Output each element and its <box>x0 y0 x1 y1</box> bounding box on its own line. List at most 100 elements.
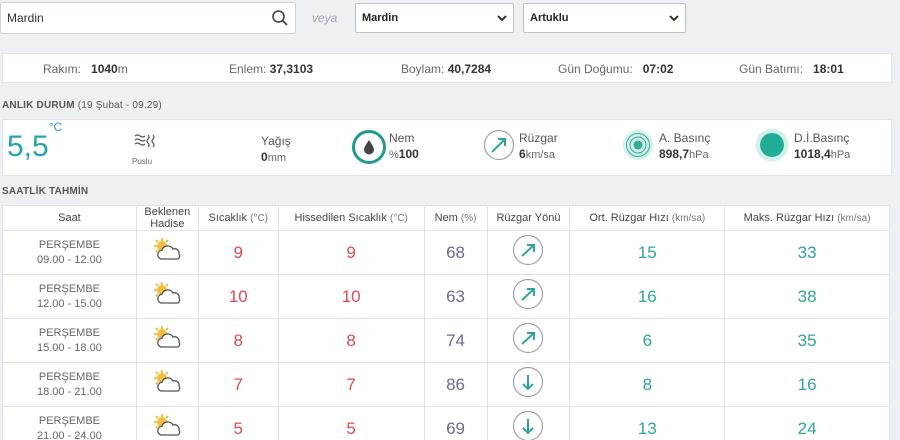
sea-pressure-value: 1018,4hPa <box>794 147 851 161</box>
temp-cell: 9 <box>197 230 279 276</box>
haze-icon <box>134 134 155 148</box>
time-cell: PERŞEMBE 09.00 - 12.00 <box>2 230 137 276</box>
wind-direction-icon <box>513 367 544 398</box>
wind-direction-icon <box>513 279 544 310</box>
search-icon[interactable] <box>265 3 295 33</box>
col-time-header: Saat <box>2 204 137 232</box>
pressure-label: A. Basınç <box>659 131 711 145</box>
feels-cell: 5 <box>277 406 425 440</box>
table-row: PERŞEMBE 21.00 - 24.00 5 5 69 13 24 <box>2 406 890 440</box>
pressure-value: 898,7hPa <box>659 147 709 161</box>
partly-cloudy-icon <box>154 370 181 392</box>
partly-cloudy-icon <box>154 282 181 304</box>
event-cell <box>135 362 199 408</box>
pressure-icon <box>623 130 653 160</box>
city-select[interactable]: Mardin <box>355 3 514 33</box>
wind-dir-cell <box>486 406 571 440</box>
wind-label: Rüzgar <box>519 131 558 145</box>
district-select[interactable]: Artuklu <box>523 3 686 33</box>
hourly-section-title: SAATLİK TAHMİN <box>2 186 89 197</box>
wind-avg-cell: 8 <box>569 362 726 408</box>
temp-cell: 10 <box>197 274 279 320</box>
humidity-drop-icon <box>352 130 386 164</box>
city-select-value: Mardin <box>362 12 399 24</box>
wind-max-cell: 33 <box>724 230 890 276</box>
col-wind-dir-header: Rüzgar Yönü <box>486 204 571 232</box>
wind-avg-cell: 15 <box>569 230 726 276</box>
hourly-forecast-table: Saat Beklenen Hadise Sıcaklık (°C) Hissed… <box>2 204 890 440</box>
humidity-cell: 74 <box>423 318 488 364</box>
district-select-value: Artuklu <box>530 12 569 24</box>
wind-dir-cell <box>486 274 571 320</box>
table-row: PERŞEMBE 09.00 - 12.00 9 9 68 15 33 <box>2 230 890 276</box>
partly-cloudy-icon <box>154 414 181 436</box>
humidity-cell: 69 <box>423 406 488 440</box>
rain-value: 0mm <box>261 150 287 164</box>
event-cell <box>135 406 199 440</box>
partly-cloudy-icon <box>154 326 181 348</box>
time-cell: PERŞEMBE 15.00 - 18.00 <box>2 318 137 364</box>
time-cell: PERŞEMBE 12.00 - 15.00 <box>2 274 137 320</box>
chevron-down-icon <box>669 15 679 22</box>
wind-max-cell: 35 <box>724 318 890 364</box>
sunrise-info: Gün Doğumu: 07:02 <box>558 62 674 76</box>
col-humidity-header: Nem (%) <box>423 204 488 232</box>
feels-cell: 7 <box>277 362 425 408</box>
event-cell <box>135 318 199 364</box>
humidity-cell: 68 <box>423 230 488 276</box>
humidity-value: %100 <box>389 147 419 161</box>
rain-label: Yağış <box>261 134 291 148</box>
time-cell: PERŞEMBE 18.00 - 21.00 <box>2 362 137 408</box>
time-cell: PERŞEMBE 21.00 - 24.00 <box>2 406 137 440</box>
sea-pressure-icon <box>755 128 789 162</box>
sea-pressure-label: D.İ.Basınç <box>794 131 850 145</box>
sunset-info: Gün Batımı: 18:01 <box>739 62 844 76</box>
current-conditions-panel: 5,5°C Puslu Yağış 0mm Nem %100 Rüzgar 6k… <box>2 119 892 176</box>
col-temp-header: Sıcaklık (°C) <box>197 204 279 232</box>
separator-text: veya <box>312 11 338 25</box>
station-info-bar: Rakım: 1040m Enlem: 37,3103 Boylam: 40,7… <box>2 53 892 83</box>
longitude-info: Boylam: 40,7284 <box>401 62 492 76</box>
table-row: PERŞEMBE 12.00 - 15.00 10 10 63 16 38 <box>2 274 890 320</box>
wind-avg-cell: 13 <box>569 406 726 440</box>
event-cell <box>135 274 199 320</box>
current-section-title: ANLIK DURUM (19 Şubat - 09.29) <box>2 100 162 111</box>
humidity-label: Nem <box>389 131 415 145</box>
wind-max-cell: 38 <box>724 274 890 320</box>
event-cell <box>135 230 199 276</box>
altitude-info: Rakım: 1040m <box>43 62 128 76</box>
humidity-cell: 63 <box>423 274 488 320</box>
feels-cell: 9 <box>277 230 425 276</box>
wind-avg-cell: 16 <box>569 274 726 320</box>
table-row: PERŞEMBE 15.00 - 18.00 8 8 74 6 35 <box>2 318 890 364</box>
table-row: PERŞEMBE 18.00 - 21.00 7 7 86 8 16 <box>2 362 890 408</box>
wind-dir-cell <box>486 318 571 364</box>
feels-cell: 10 <box>277 274 425 320</box>
search-box[interactable] <box>0 2 296 34</box>
chevron-down-icon <box>497 15 507 22</box>
search-input[interactable] <box>1 3 265 33</box>
wind-dir-cell <box>486 230 571 276</box>
wind-dir-cell <box>486 362 571 408</box>
humidity-cell: 86 <box>423 362 488 408</box>
temp-cell: 7 <box>197 362 279 408</box>
wind-direction-icon <box>483 129 515 161</box>
temp-cell: 8 <box>197 318 279 364</box>
partly-cloudy-icon <box>154 238 181 260</box>
wind-direction-icon <box>513 235 544 266</box>
table-header-row: Saat Beklenen Hadise Sıcaklık (°C) Hissed… <box>2 204 890 232</box>
col-event-header: Beklenen Hadise <box>135 204 199 232</box>
wind-max-cell: 24 <box>724 406 890 440</box>
latitude-info: Enlem: 37,3103 <box>229 62 314 76</box>
col-feels-header: Hissedilen Sıcaklık (°C) <box>277 204 425 232</box>
wind-max-cell: 16 <box>724 362 890 408</box>
wind-direction-icon <box>513 411 544 440</box>
wind-avg-cell: 6 <box>569 318 726 364</box>
condition-label: Puslu <box>132 157 153 166</box>
wind-value: 6km/sa <box>519 147 556 161</box>
temp-cell: 5 <box>197 406 279 440</box>
wind-direction-icon <box>513 323 544 354</box>
current-temperature: 5,5°C <box>7 120 63 163</box>
feels-cell: 8 <box>277 318 425 364</box>
col-wind-avg-header: Ort. Rüzgar Hızı (km/sa) <box>569 204 726 232</box>
